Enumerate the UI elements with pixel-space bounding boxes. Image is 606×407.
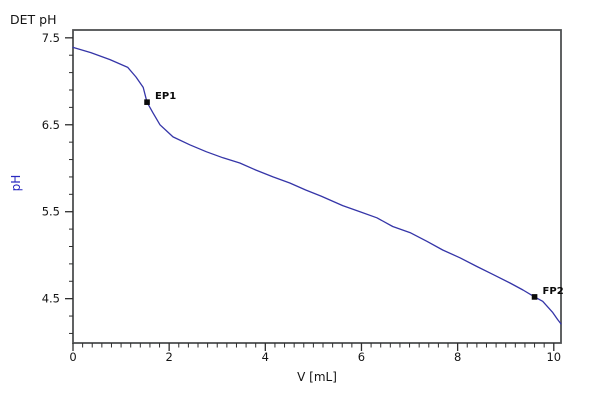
x-axis-label: V [mL] — [297, 370, 337, 384]
endpoint-marker-ep1 — [144, 99, 150, 105]
y-axis-label: pH — [9, 175, 23, 192]
x-tick-label: 6 — [358, 350, 365, 364]
y-tick-label: 6.5 — [42, 118, 60, 132]
endpoint-label-fp2: FP2 — [543, 286, 564, 297]
y-tick-label: 4.5 — [42, 292, 60, 306]
endpoint-annotations: EP1 FP2 — [144, 91, 564, 300]
x-tick-label: 2 — [165, 350, 172, 364]
y-tick-label: 7.5 — [42, 31, 60, 45]
x-tick-label: 10 — [546, 350, 561, 364]
endpoint-label-ep1: EP1 — [155, 91, 176, 102]
y-tick-label: 5.5 — [42, 205, 60, 219]
chart-title: DET pH — [10, 12, 56, 27]
titration-curve — [72, 46, 562, 325]
plot-border — [72, 29, 562, 344]
x-tick-label: 0 — [69, 350, 76, 364]
axis-tick-labels: 4.5 5.5 6.5 7.5 0 2 4 6 8 10 — [42, 31, 561, 364]
x-tick-label: 4 — [262, 350, 269, 364]
endpoint-marker-fp2 — [531, 294, 538, 300]
plot-frame — [72, 29, 562, 344]
titration-curve-line — [72, 46, 562, 325]
x-tick-label: 8 — [454, 350, 461, 364]
axis-ticks — [65, 37, 555, 351]
